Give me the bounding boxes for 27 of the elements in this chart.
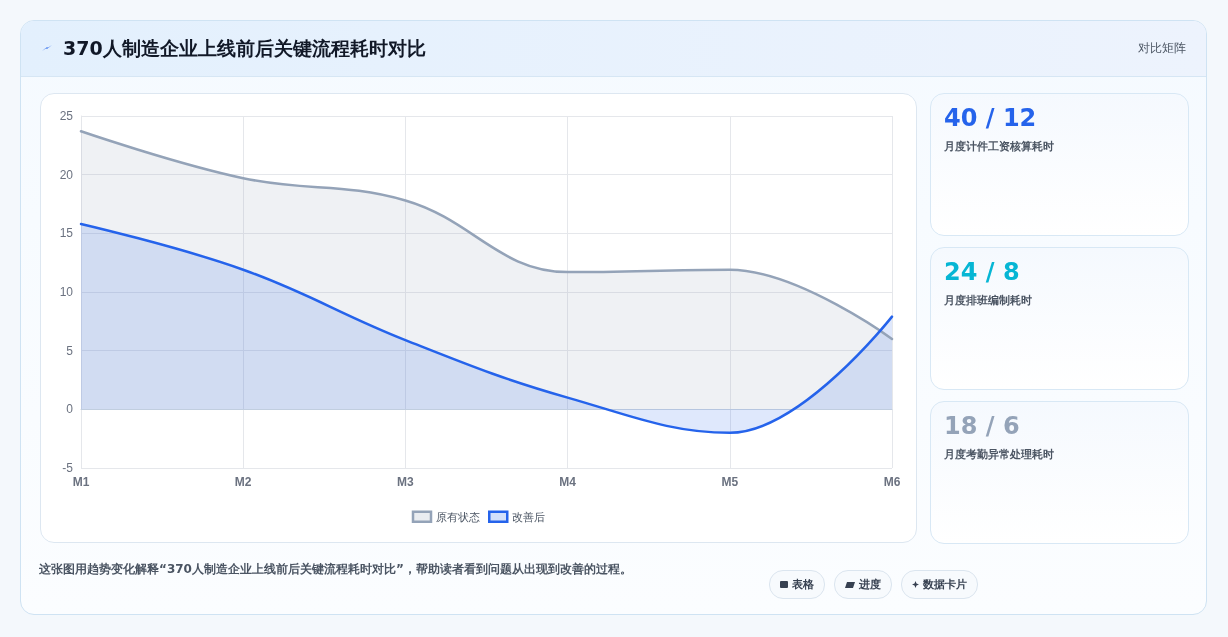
x-tick-label: M2 [234, 475, 252, 489]
text: 月度考勤异常处理耗时 [944, 447, 1054, 462]
y-tick-label: 10 [59, 285, 74, 299]
text: 40 / 12 [944, 104, 1037, 132]
x-tick-label: M3 [397, 475, 415, 489]
legend-label: 原有状态 [436, 510, 480, 523]
y-tick-label: 15 [59, 226, 74, 241]
x-tick-label: M5 [721, 475, 739, 489]
chart-title: 370人制造企业上线前后关键流程耗时对比 [63, 36, 426, 61]
text: 进度 [859, 577, 881, 592]
text: 这张图用趋势变化解释“370人制造企业上线前后关键流程耗时对比”，帮助读者看到问题从出现到改善的过程。 [39, 561, 633, 578]
y-tick-label: 25 [59, 109, 74, 123]
x-tick-label: M4 [559, 475, 577, 489]
legend-label: 改善后 [512, 510, 546, 523]
x-tick-label: M6 [883, 475, 901, 489]
text: 24 / 8 [944, 258, 1020, 286]
y-tick-label: 0 [66, 402, 74, 417]
text: 对比矩阵 [1138, 40, 1186, 57]
text: 数据卡片 [923, 577, 967, 592]
x-tick-label: M1 [72, 475, 90, 489]
y-tick-label: 5 [66, 343, 74, 358]
text: 表格 [792, 577, 814, 592]
y-tick-label: -5 [62, 461, 74, 475]
text: 18 / 6 [944, 412, 1020, 440]
text: 月度排班编制耗时 [944, 293, 1032, 308]
text: 月度计件工资核算耗时 [944, 139, 1054, 154]
y-tick-label: 20 [59, 167, 74, 182]
